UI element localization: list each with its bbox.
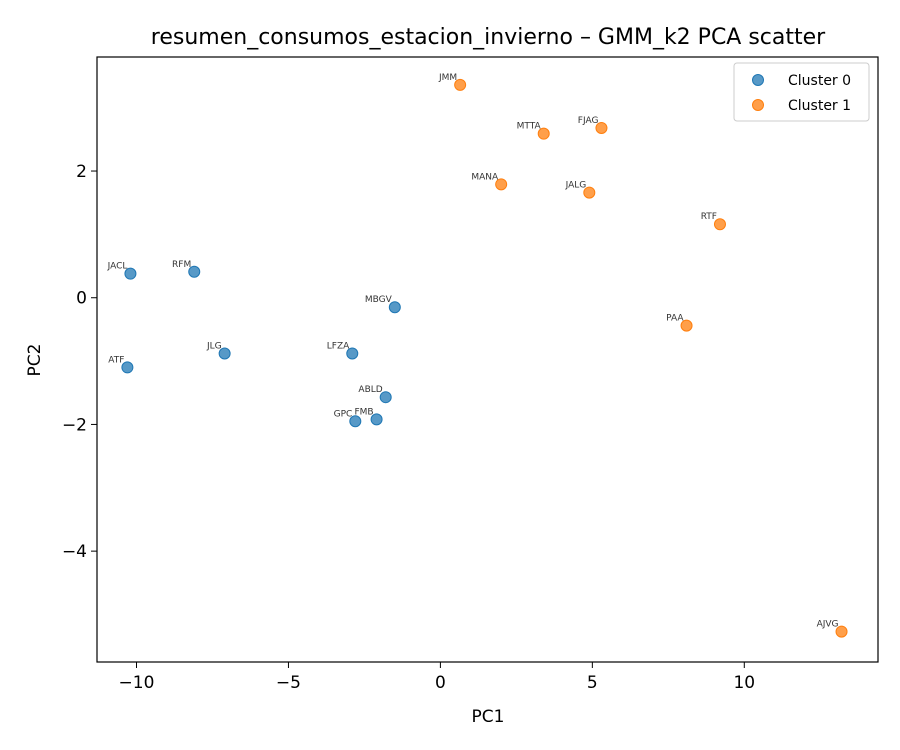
point-label: JMM (438, 73, 457, 83)
point-label: FMB (354, 407, 373, 417)
y-tick-label: 0 (76, 289, 87, 309)
data-point-cluster-1 (835, 625, 848, 638)
point-label: MBGV (365, 295, 393, 305)
data-point-cluster-0 (346, 347, 359, 360)
data-point-cluster-1 (713, 218, 726, 231)
x-axis-label: PC1 (472, 707, 505, 727)
x-tick-label: −10 (119, 673, 155, 693)
point-label: JALG (565, 181, 587, 191)
x-tick-label: 10 (733, 673, 755, 693)
data-point-cluster-1 (454, 78, 467, 91)
data-point-cluster-1 (583, 186, 596, 199)
point-label: MTTA (517, 122, 542, 132)
legend-marker (752, 74, 764, 86)
data-point-cluster-0 (124, 267, 137, 280)
data-point-cluster-1 (495, 178, 508, 191)
y-tick-label: 2 (76, 162, 87, 182)
y-axis-label: PC2 (25, 344, 45, 377)
x-tick-label: −5 (276, 673, 301, 693)
legend-box (733, 62, 870, 122)
x-tick-label: 5 (587, 673, 598, 693)
data-point-cluster-0 (121, 361, 134, 374)
data-point-cluster-1 (680, 319, 693, 332)
legend-entry-label: Cluster 1 (788, 98, 851, 114)
legend-marker (752, 99, 764, 111)
data-point-cluster-0 (188, 265, 201, 278)
legend-entry-label: Cluster 0 (788, 73, 851, 89)
data-point-cluster-0 (370, 413, 383, 426)
y-tick-label: −4 (62, 542, 87, 562)
data-point-cluster-0 (379, 391, 392, 404)
point-label: AJVG (817, 620, 839, 630)
ticks-layer: −10 −5 0 5 10 −4 −2 0 2 (62, 162, 755, 693)
data-point-cluster-0 (218, 347, 231, 360)
marks-layer: JACL RFM ATF JLG MBGV LFZA ABLD GPC FMB JMM MTTA FJ… (107, 73, 848, 638)
point-label: JLG (206, 341, 222, 351)
point-label: RFM (172, 260, 191, 270)
legend: Cluster 0 Cluster 1 (733, 62, 870, 122)
data-point-cluster-1 (595, 121, 608, 134)
y-tick-label: −2 (62, 415, 87, 435)
x-tick-label: 0 (435, 673, 446, 693)
point-label: FJAG (578, 116, 599, 126)
point-label: ABLD (358, 385, 382, 395)
data-point-cluster-1 (537, 127, 550, 140)
data-point-cluster-0 (388, 301, 401, 314)
point-label: GPC (334, 409, 353, 419)
data-point-cluster-0 (349, 415, 362, 428)
point-label: RTF (701, 212, 717, 222)
chart-title: resumen_consumos_estacion_invierno – GMM… (151, 25, 826, 50)
point-label: MANA (471, 172, 499, 182)
point-label: PAA (666, 314, 684, 324)
point-label: LFZA (327, 341, 350, 351)
point-label: ATF (108, 355, 124, 365)
plot-frame (96, 56, 879, 663)
point-label: JACL (107, 262, 128, 272)
